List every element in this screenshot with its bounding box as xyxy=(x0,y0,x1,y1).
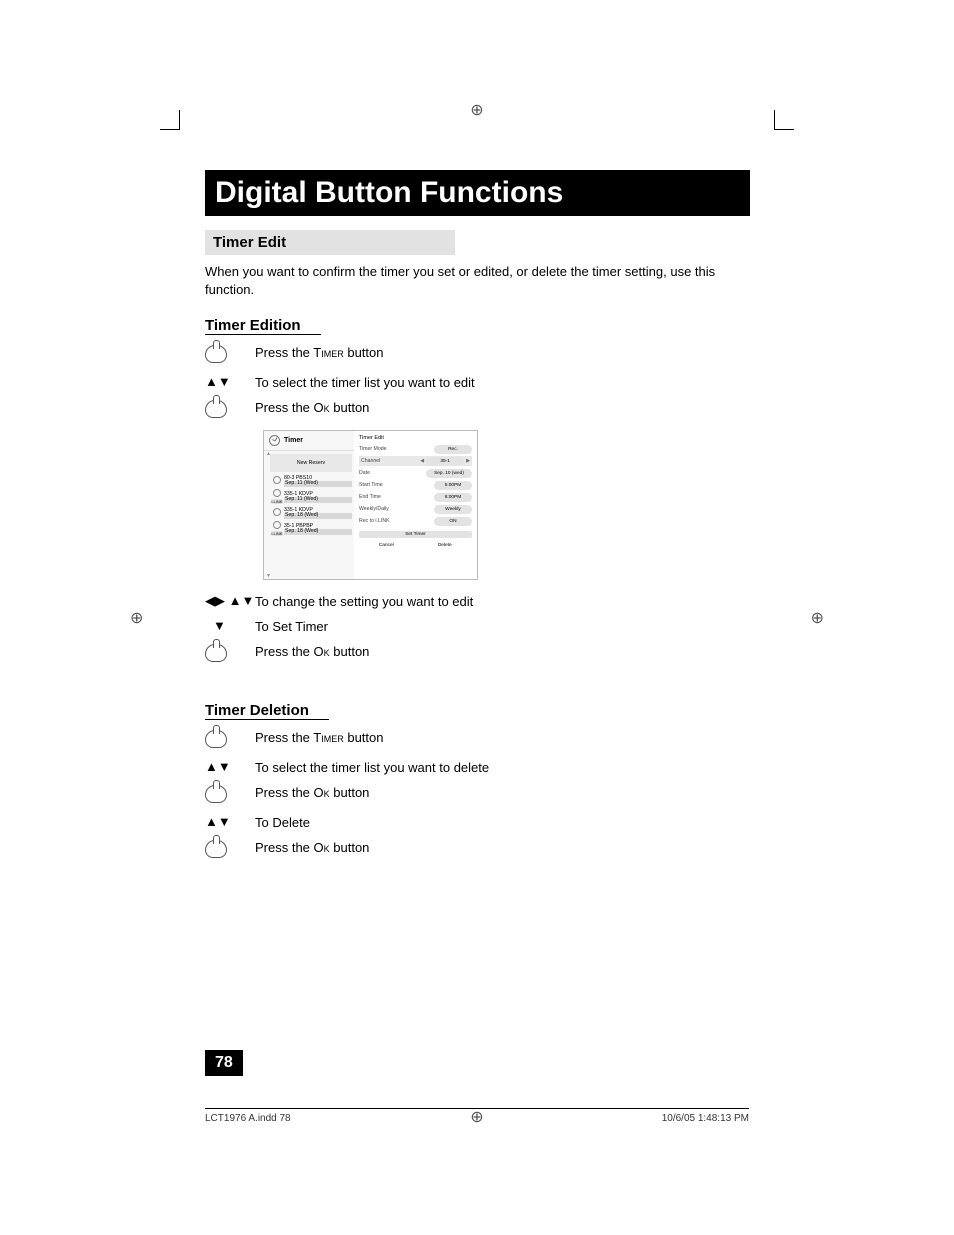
updown-icon: ▲▼ xyxy=(205,760,255,773)
timer-list-row: i.LINK35-1 PBPBPSep. 18 (Wed) xyxy=(270,522,352,536)
registration-mark-icon: ⊕ xyxy=(130,608,143,628)
step-text: Press the Timer button xyxy=(255,345,384,360)
press-icon xyxy=(205,840,227,858)
clock-icon xyxy=(269,435,280,446)
left-arrow-icon: ◀ xyxy=(420,458,424,464)
step-text: Press the Ok button xyxy=(255,840,369,855)
arrows-icon: ◀▶ ▲▼ xyxy=(205,594,255,607)
press-icon xyxy=(205,785,227,803)
timer-dialog-illustration: Timer ▲ New Reserv 80-3 PBS10Sep. 11 (We… xyxy=(263,430,478,580)
step-text: To select the timer list you want to del… xyxy=(255,760,489,775)
right-arrow-icon: ▶ xyxy=(466,458,470,464)
timer-list-row: 335-1 KDVPSep. 18 (Wed) xyxy=(270,506,352,520)
press-icon xyxy=(205,400,227,418)
field-value: Weekly xyxy=(434,505,472,514)
step-text: Press the Ok button xyxy=(255,644,369,659)
new-reserve-row: New Reserv xyxy=(270,454,352,472)
step-text: To change the setting you want to edit xyxy=(255,594,473,609)
crop-mark xyxy=(160,110,180,130)
delete-label: Delete xyxy=(418,543,473,548)
down-icon: ▼ xyxy=(205,619,255,632)
page-number: 78 xyxy=(205,1050,243,1076)
timer-list-row: 80-3 PBS10Sep. 11 (Wed) xyxy=(270,474,352,488)
page-title: Digital Button Functions xyxy=(205,170,750,216)
set-timer-bar: Set Timer xyxy=(359,531,472,538)
cancel-label: Cancel xyxy=(359,543,414,548)
press-icon xyxy=(205,730,227,748)
footer-right: 10/6/05 1:48:13 PM xyxy=(662,1113,749,1124)
step-text: To Delete xyxy=(255,815,310,830)
updown-icon: ▲▼ xyxy=(205,815,255,828)
timer-list-row: i.LINK335-1 KDVPSep. 11 (Wed) xyxy=(270,490,352,504)
subheading-timer-deletion: Timer Deletion xyxy=(205,702,329,720)
field-value: Rec. xyxy=(434,445,472,454)
section-heading-timer-edit: Timer Edit xyxy=(205,230,455,255)
field-label: Date xyxy=(359,470,370,476)
step-text: Press the Ok button xyxy=(255,400,369,415)
field-value: Sep. 10 (wed) xyxy=(426,469,472,478)
registration-mark-icon: ⊕ xyxy=(811,608,824,628)
subheading-timer-edition: Timer Edition xyxy=(205,317,321,335)
registration-mark-icon: ⊕ xyxy=(470,100,483,120)
field-value: 5:00PM xyxy=(434,481,472,490)
scroll-down-icon: ▼ xyxy=(266,573,271,579)
field-label: Start Time xyxy=(359,482,383,488)
field-label: Weekly/Daily xyxy=(359,506,389,512)
step-text: To select the timer list you want to edi… xyxy=(255,375,475,390)
field-label: End Time xyxy=(359,494,381,500)
field-value: 6:00PM xyxy=(434,493,472,502)
footer-left: LCT1976 A.indd 78 xyxy=(205,1113,291,1124)
field-label: Rec to i.LINK xyxy=(359,518,390,524)
field-value: 35-1 xyxy=(426,457,464,466)
dialog-right-title: Timer Edit xyxy=(359,435,472,441)
field-value: ON xyxy=(434,517,472,526)
updown-icon: ▲▼ xyxy=(205,375,255,388)
intro-text: When you want to confirm the timer you s… xyxy=(205,263,750,299)
step-text: Press the Timer button xyxy=(255,730,384,745)
press-icon xyxy=(205,644,227,662)
step-text: Press the Ok button xyxy=(255,785,369,800)
step-text: To Set Timer xyxy=(255,619,328,634)
crop-mark xyxy=(774,110,794,130)
field-label: Channel xyxy=(361,458,380,464)
scroll-up-icon: ▲ xyxy=(266,451,271,457)
dialog-left-title: Timer xyxy=(284,437,303,444)
field-label: Timer Mode xyxy=(359,446,386,452)
press-icon xyxy=(205,345,227,363)
